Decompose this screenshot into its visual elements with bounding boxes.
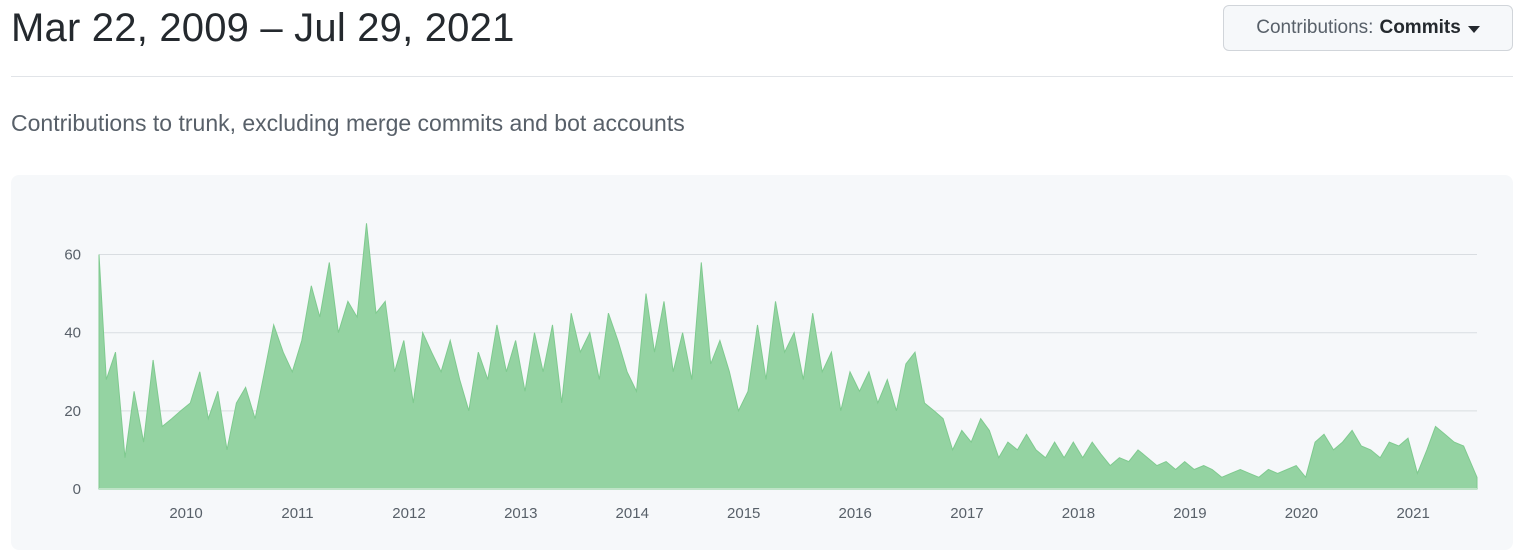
x-tick-label: 2020 (1285, 505, 1318, 522)
x-tick-label: 2017 (950, 505, 983, 522)
date-range-title: Mar 22, 2009 – Jul 29, 2021 (11, 6, 515, 50)
x-tick-label: 2011 (281, 505, 313, 522)
y-tick-label: 20 (64, 403, 81, 420)
contributions-area-chart: 0 20 40 60 2010 2011 2012 2013 2014 2015 2016 2017 2… (64, 223, 1478, 522)
dropdown-label: Contributions: (1256, 17, 1374, 38)
y-tick-label: 40 (64, 325, 81, 342)
x-tick-label: 2016 (839, 505, 872, 522)
y-tick-label: 60 (64, 247, 81, 264)
chart-subtitle: Contributions to trunk, excluding merge … (11, 110, 685, 136)
dropdown-selected-value: Commits (1379, 17, 1461, 38)
x-tick-label: 2012 (392, 505, 425, 522)
contributions-dropdown-button[interactable]: Contributions: Commits (1223, 5, 1513, 51)
x-tick-label: 2010 (169, 505, 202, 522)
chart-container: 0 20 40 60 2010 2011 2012 2013 2014 2015 2016 2017 2… (11, 175, 1513, 550)
y-tick-label: 0 (73, 481, 81, 498)
x-tick-label: 2021 (1396, 505, 1429, 522)
x-tick-label: 2019 (1173, 505, 1206, 522)
x-tick-label: 2015 (727, 505, 760, 522)
x-tick-label: 2018 (1062, 505, 1095, 522)
page-header: Mar 22, 2009 – Jul 29, 2021 Contribution… (11, 0, 1513, 77)
commits-area-series (98, 223, 1478, 490)
caret-down-icon (1467, 25, 1480, 33)
x-tick-label: 2014 (616, 505, 649, 522)
x-tick-label: 2013 (504, 505, 537, 522)
